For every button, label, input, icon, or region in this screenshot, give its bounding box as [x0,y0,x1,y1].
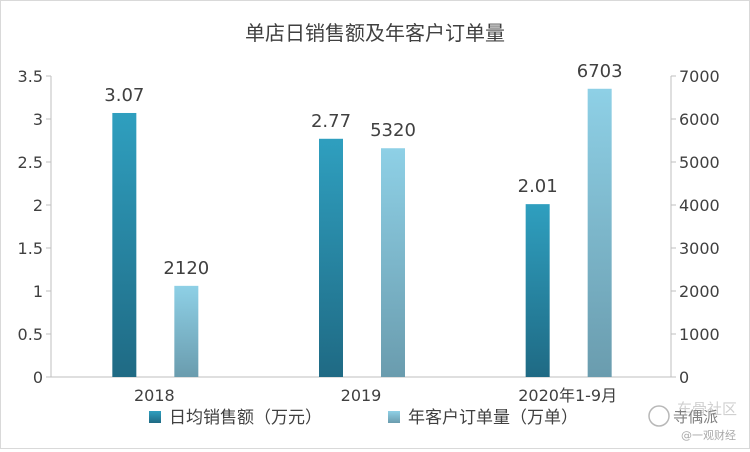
data-labels-layer: 3.07 2120 2.77 5320 2.01 6703 [104,61,622,279]
right-axis-tick-label: 7000 [679,67,720,86]
right-axis-tick-label: 2000 [679,282,720,301]
right-axis-tick-label: 0 [679,368,689,387]
left-axis-tick-label: 3.5 [18,67,43,86]
left-axis-tick-label: 0.5 [18,325,43,344]
x-axis-tick-label: 2020年1-9月 [518,386,617,405]
x-axis-tick-label: 2019 [341,386,382,405]
right-axis-tick-label: 5000 [679,153,720,172]
data-label: 2.77 [311,111,351,132]
data-label: 2120 [163,258,209,279]
watermark-line1: 车骨社区 [677,400,737,418]
watermark-logo-icon [648,405,670,427]
legend-swatch [149,411,161,423]
legend: 日均销售额（万元） 年客户订单量（万单） [149,408,578,428]
watermark-line2: @一观财经 [681,428,736,442]
right-axis-tick-label: 3000 [679,239,720,258]
bar-series-2 [174,285,199,377]
legend-label: 日均销售额（万元） [169,408,322,428]
chart-title: 单店日销售额及年客户订单量 [245,21,505,45]
left-axis-tick-label: 3 [33,110,43,129]
legend-label: 年客户订单量（万单） [408,408,578,428]
right-axis-tick-label: 6000 [679,110,720,129]
data-label: 2.01 [518,176,558,197]
legend-swatch [388,411,400,423]
data-label: 3.07 [104,85,144,106]
left-axis-tick-label: 2 [33,196,43,215]
watermark-brand: 寺偶派 [673,408,718,426]
right-axis-tick-label: 4000 [679,196,720,215]
bar-series-1 [525,204,550,377]
left-axis-tick-label: 0 [33,368,43,387]
bar-series-2 [381,148,405,377]
bars-layer [112,88,612,378]
data-label: 5320 [370,120,416,141]
axes-layer: 0 0.5 1 1.5 2 2.5 3 3.5 0 1000 2000 3000 4000 5000 600… [18,67,720,405]
left-axis-tick-label: 2.5 [18,153,43,172]
right-axis-tick-label: 1000 [679,325,720,344]
data-label: 6703 [577,61,623,82]
left-axis-tick-label: 1 [33,282,43,301]
left-axis-tick-label: 1.5 [18,239,43,258]
watermark: 车骨社区 寺偶派 @一观财经 [648,400,737,442]
x-axis-tick-label: 2018 [134,386,175,405]
bar-series-1 [319,138,343,377]
bar-series-2 [587,88,612,378]
bar-series-1 [112,112,137,377]
